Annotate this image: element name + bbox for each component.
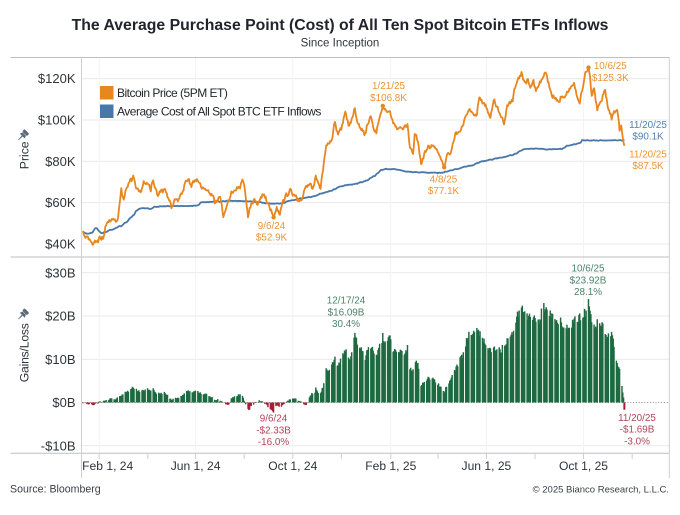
svg-text:Price: Price <box>18 141 32 169</box>
svg-text:$23.92B: $23.92B <box>570 275 607 286</box>
svg-text:10/6/25: 10/6/25 <box>594 61 627 72</box>
svg-text:$60K: $60K <box>45 195 76 210</box>
svg-text:Bitcoin Price (5PM ET): Bitcoin Price (5PM ET) <box>117 86 228 100</box>
svg-text:-$2.33B: -$2.33B <box>256 425 291 436</box>
svg-text:-$1.69B: -$1.69B <box>620 425 655 436</box>
svg-text:$80K: $80K <box>45 154 76 169</box>
svg-text:28.1%: 28.1% <box>574 287 602 298</box>
svg-text:-3.0%: -3.0% <box>624 436 650 447</box>
svg-text:11/20/25: 11/20/25 <box>618 413 656 424</box>
svg-text:$16.09B: $16.09B <box>328 308 365 319</box>
svg-text:Oct 1, 25: Oct 1, 25 <box>559 459 608 473</box>
svg-text:$106.8K: $106.8K <box>370 93 407 104</box>
svg-text:$120K: $120K <box>38 71 76 86</box>
svg-text:Jun 1, 24: Jun 1, 24 <box>171 459 221 473</box>
svg-text:© 2025 Bianco Research, L.L.C.: © 2025 Bianco Research, L.L.C. <box>533 485 669 496</box>
svg-text:9/6/24: 9/6/24 <box>260 414 288 425</box>
svg-text:$10B: $10B <box>45 352 75 367</box>
svg-text:Since Inception: Since Inception <box>301 38 380 50</box>
svg-text:1/21/25: 1/21/25 <box>372 81 405 92</box>
svg-text:$20B: $20B <box>45 309 75 324</box>
svg-text:Source: Bloomberg: Source: Bloomberg <box>10 484 101 496</box>
svg-text:$52.9K: $52.9K <box>256 233 288 244</box>
svg-text:10/6/25: 10/6/25 <box>572 264 605 275</box>
svg-text:$40K: $40K <box>45 237 76 252</box>
svg-text:9/6/24: 9/6/24 <box>258 221 286 232</box>
svg-text:-$10B: -$10B <box>41 438 76 453</box>
svg-text:The Average Purchase Point (Co: The Average Purchase Point (Cost) of All… <box>72 17 609 34</box>
svg-text:30.4%: 30.4% <box>332 319 360 330</box>
svg-text:$30B: $30B <box>45 265 75 280</box>
svg-text:-16.0%: -16.0% <box>258 437 290 448</box>
svg-text:$100K: $100K <box>38 112 76 127</box>
svg-text:12/17/24: 12/17/24 <box>327 296 366 307</box>
svg-text:$77.1K: $77.1K <box>428 186 460 197</box>
svg-text:11/20/25: 11/20/25 <box>629 120 667 131</box>
svg-text:Feb 1, 24: Feb 1, 24 <box>82 459 133 473</box>
svg-text:Oct 1, 24: Oct 1, 24 <box>268 459 317 473</box>
svg-text:Jun 1, 25: Jun 1, 25 <box>462 459 512 473</box>
svg-text:$125.3K: $125.3K <box>592 73 629 84</box>
svg-text:Gains/Loss: Gains/Loss <box>18 323 32 382</box>
svg-text:Average Cost of All Spot BTC E: Average Cost of All Spot BTC ETF Inflows <box>117 105 321 119</box>
svg-text:Feb 1, 25: Feb 1, 25 <box>365 459 416 473</box>
svg-text:$0B: $0B <box>52 395 75 410</box>
svg-text:$90.1K: $90.1K <box>632 132 664 143</box>
svg-text:$87.5K: $87.5K <box>632 161 664 172</box>
svg-text:11/20/25: 11/20/25 <box>629 149 667 160</box>
svg-text:4/8/25: 4/8/25 <box>430 174 458 185</box>
